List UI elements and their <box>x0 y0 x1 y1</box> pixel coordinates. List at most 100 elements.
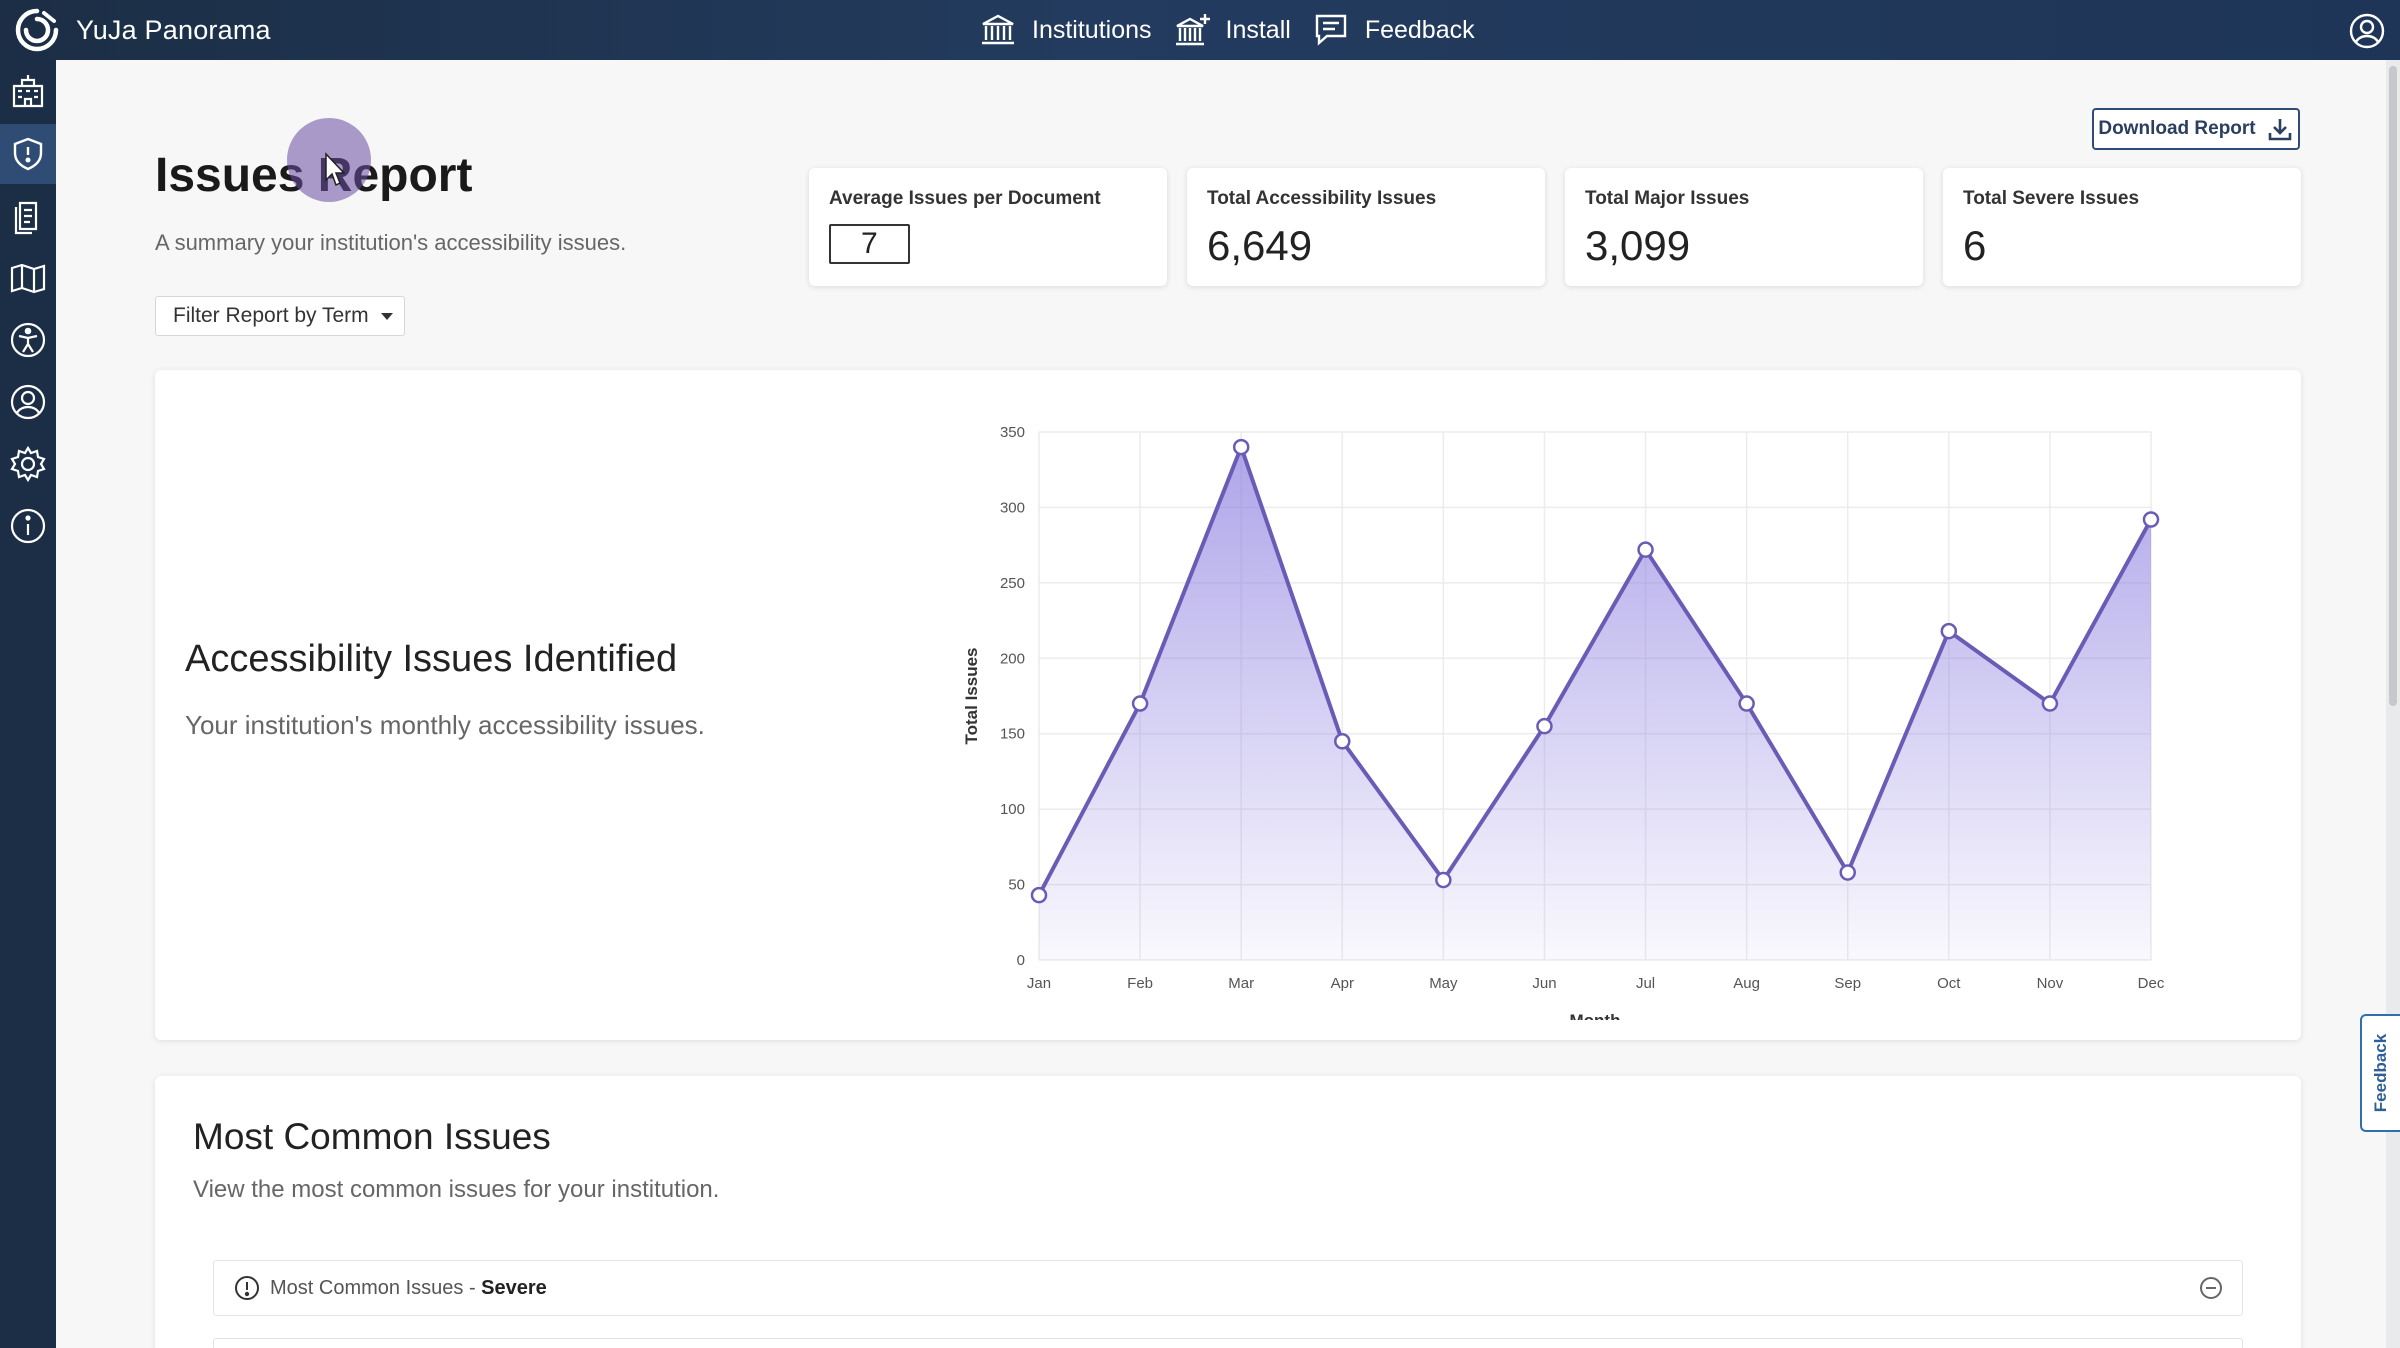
sidebar-item-info[interactable] <box>0 496 56 556</box>
stat-value: 7 <box>829 224 910 264</box>
series-area <box>1039 447 2151 961</box>
data-point <box>1738 695 1755 712</box>
nav-institutions[interactable]: Institutions <box>978 10 1152 50</box>
data-point <box>1131 695 1149 712</box>
y-tick-label: 250 <box>1000 575 1025 592</box>
book-icon <box>10 263 46 294</box>
y-tick-label: 200 <box>1000 650 1025 667</box>
nav-feedback[interactable]: Feedback <box>1311 10 1475 50</box>
sidebar-item-security[interactable] <box>0 124 56 184</box>
accessibility-icon <box>10 322 46 358</box>
y-tick-label: 50 <box>1008 877 1025 894</box>
stat-card-total-accessibility: Total Accessibility Issues 6,649 <box>1187 168 1545 286</box>
sidebar-item-accessibility[interactable] <box>0 310 56 370</box>
data-point <box>1839 864 1856 881</box>
accordion-label: Most Common Issues - Severe <box>270 1277 547 1300</box>
data-point <box>1232 438 1250 456</box>
collapse-minus-icon[interactable] <box>2198 1275 2224 1301</box>
data-point <box>2142 511 2160 528</box>
nav-feedback-label: Feedback <box>1364 15 1475 44</box>
gear-icon <box>10 445 46 483</box>
sidebar-item-courses[interactable] <box>0 248 56 308</box>
x-tick-label: Jul <box>1636 975 1655 992</box>
y-tick-label: 100 <box>1000 801 1025 818</box>
stat-value: 3,099 <box>1585 222 1691 269</box>
top-bar: YuJa Panorama Institutions Install Feedb… <box>0 0 2400 60</box>
user-icon <box>10 384 46 420</box>
top-nav: Institutions Install Feedback <box>978 8 1495 52</box>
page-scrollbar[interactable] <box>2386 60 2400 1348</box>
data-point <box>1536 717 1553 735</box>
sidebar-item-settings[interactable] <box>0 434 56 494</box>
mouse-pointer-icon <box>325 152 346 187</box>
x-tick-label: Mar <box>1228 975 1254 992</box>
alert-circle-icon <box>235 1276 259 1300</box>
chart-card: Accessibility Issues Identified Your ins… <box>155 370 2301 1040</box>
nav-install-label: Install <box>1225 15 1291 44</box>
sidebar-item-institutions[interactable] <box>0 62 56 122</box>
x-tick-label: Oct <box>1937 975 1961 992</box>
common-issues-card: Most Common Issues View the most common … <box>155 1076 2301 1348</box>
x-tick-label: Jun <box>1532 975 1556 992</box>
data-point <box>1637 541 1654 558</box>
x-tick-label: Feb <box>1127 975 1153 992</box>
feedback-icon <box>1315 14 1347 46</box>
stat-value: 6,649 <box>1207 222 1313 269</box>
x-tick-label: May <box>1429 975 1458 992</box>
x-tick-label: Sep <box>1834 975 1861 992</box>
x-tick-label: Dec <box>2138 975 2165 992</box>
x-tick-label: Aug <box>1733 975 1760 992</box>
yuja-logo-icon <box>15 8 59 52</box>
install-icon <box>1175 14 1210 46</box>
filter-term-dropdown[interactable]: Filter Report by Term <box>155 296 405 336</box>
stat-card-average-issues: Average Issues per Document 7 <box>809 168 1167 286</box>
x-tick-label: Jan <box>1027 975 1051 992</box>
y-tick-label: 150 <box>1000 726 1025 743</box>
severe-issues-accordion[interactable]: Most Common Issues - Severe <box>213 1260 2243 1316</box>
filter-term-label: Filter Report by Term <box>173 304 369 327</box>
stat-card-total-severe: Total Severe Issues 6 <box>1943 168 2301 286</box>
x-axis-label: Month <box>1570 1011 1621 1020</box>
download-report-label: Download Report <box>2098 118 2256 139</box>
data-point <box>1030 886 1048 904</box>
page-subtitle: A summary your institution's accessibili… <box>155 230 627 255</box>
shield-icon <box>13 137 43 171</box>
chart-section-title: Accessibility Issues Identified <box>185 638 678 680</box>
data-point <box>2041 695 2059 712</box>
feedback-side-tab[interactable]: Feedback <box>2360 1014 2400 1132</box>
accordion-prefix: Most Common Issues - <box>270 1276 482 1299</box>
y-tick-label: 300 <box>1000 499 1025 516</box>
data-point <box>1940 622 1958 640</box>
x-tick-label: Nov <box>2037 975 2064 992</box>
stat-label: Average Issues per Document <box>829 188 1101 209</box>
feedback-tab-label: Feedback <box>2371 1033 2390 1113</box>
nav-institutions-label: Institutions <box>1032 15 1152 44</box>
data-point <box>1435 871 1452 889</box>
caret-down-icon <box>380 312 393 320</box>
nav-install[interactable]: Install <box>1172 10 1291 50</box>
sidebar <box>0 60 56 1348</box>
y-tick-label: 350 <box>1000 424 1025 441</box>
download-report-button[interactable]: Download Report <box>2092 108 2300 150</box>
data-point <box>1334 733 1351 750</box>
common-issues-title: Most Common Issues <box>193 1116 551 1157</box>
brand[interactable]: YuJa Panorama <box>14 8 271 52</box>
stat-label: Total Accessibility Issues <box>1207 188 1437 209</box>
download-icon <box>2268 119 2291 141</box>
stat-card-total-major: Total Major Issues 3,099 <box>1565 168 1923 286</box>
stat-value: 6 <box>1963 222 1987 269</box>
info-icon <box>10 508 46 544</box>
stat-label: Total Major Issues <box>1585 188 1750 209</box>
sidebar-item-documents[interactable] <box>0 186 56 246</box>
user-account-icon[interactable] <box>2348 12 2386 50</box>
next-accordion[interactable] <box>213 1338 2243 1348</box>
document-icon <box>14 201 38 235</box>
sidebar-item-users[interactable] <box>0 372 56 432</box>
series-line <box>1037 445 2153 897</box>
stat-label: Total Severe Issues <box>1963 188 2140 209</box>
y-axis-label: Total Issues <box>962 648 981 745</box>
accordion-level: Severe <box>481 1276 547 1299</box>
scrollbar-thumb[interactable] <box>2389 66 2397 706</box>
x-tick-label: Apr <box>1331 975 1354 992</box>
institution-icon <box>982 14 1014 45</box>
